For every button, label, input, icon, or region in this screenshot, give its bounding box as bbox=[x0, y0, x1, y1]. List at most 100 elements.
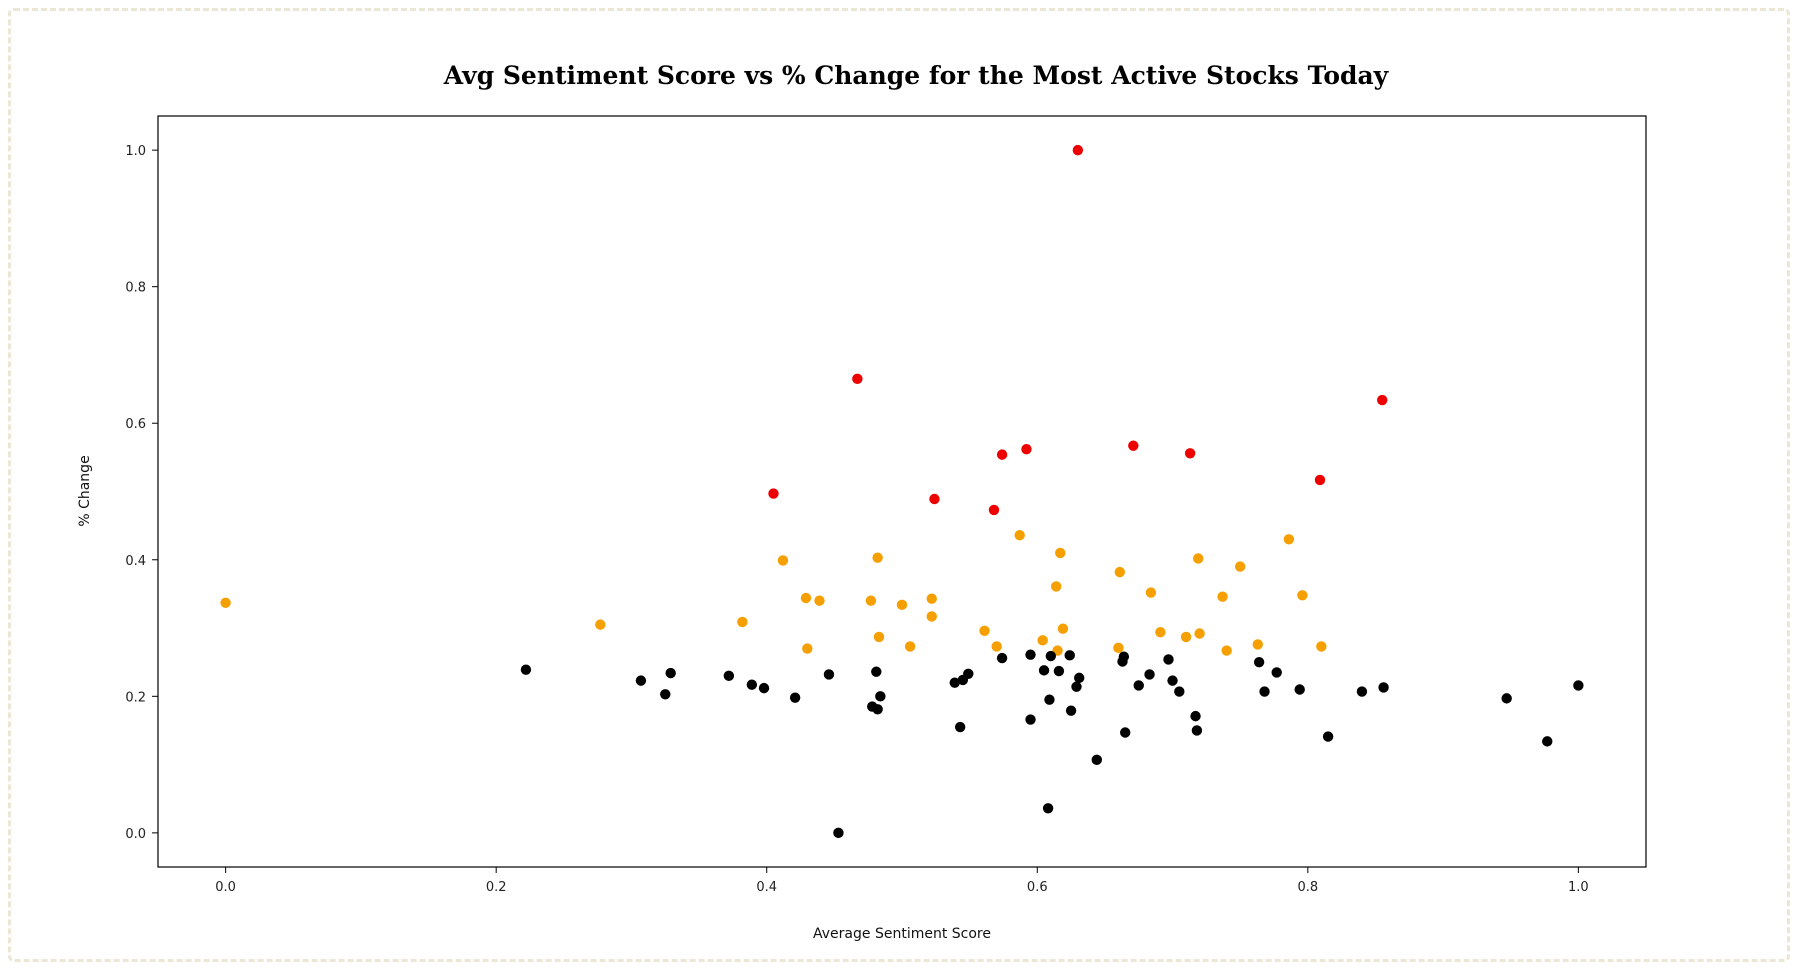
data-point-low bbox=[1163, 654, 1174, 665]
x-axis-ticks: 0.0 0.2 0.4 0.6 0.8 1.0 bbox=[215, 867, 1589, 895]
data-point-low bbox=[872, 704, 883, 715]
data-point-low bbox=[823, 669, 835, 680]
data-point-medium bbox=[1217, 591, 1228, 602]
data-point-low bbox=[871, 666, 882, 677]
x-tick-label: 0.4 bbox=[756, 880, 777, 895]
data-point-low bbox=[1074, 672, 1085, 684]
data-point-high bbox=[1128, 440, 1139, 451]
data-point-high bbox=[929, 493, 940, 505]
data-point-low bbox=[660, 689, 671, 700]
data-point-medium bbox=[1057, 623, 1069, 634]
data-point-low bbox=[1167, 675, 1178, 686]
data-point-medium bbox=[865, 595, 877, 606]
data-point-medium bbox=[595, 619, 606, 630]
data-point-medium bbox=[926, 611, 937, 622]
data-point-low bbox=[954, 721, 966, 733]
data-point-low bbox=[1271, 667, 1282, 678]
data-point-low bbox=[1042, 803, 1054, 814]
data-point-low bbox=[1133, 680, 1144, 691]
y-tick-label: 0.2 bbox=[125, 690, 146, 705]
data-point-low bbox=[1071, 681, 1082, 692]
data-point-low bbox=[665, 667, 676, 679]
data-point-medium bbox=[1297, 590, 1308, 601]
data-point-high bbox=[768, 488, 779, 499]
data-point-medium bbox=[814, 595, 825, 606]
data-points bbox=[220, 144, 1584, 839]
data-point-medium bbox=[1113, 642, 1124, 654]
x-tick-label: 1.0 bbox=[1568, 880, 1589, 895]
data-point-medium bbox=[1155, 626, 1166, 638]
data-point-medium bbox=[1055, 547, 1066, 559]
data-point-low bbox=[789, 692, 801, 703]
data-point-low bbox=[1038, 665, 1050, 676]
data-point-low bbox=[746, 679, 758, 690]
data-point-medium bbox=[896, 599, 908, 611]
data-point-medium bbox=[904, 641, 916, 652]
data-point-low bbox=[949, 677, 960, 688]
data-point-high bbox=[1021, 443, 1032, 455]
x-axis-label: Average Sentiment Score bbox=[813, 926, 991, 942]
data-point-low bbox=[1190, 710, 1201, 722]
data-point-high bbox=[996, 449, 1008, 460]
data-point-medium bbox=[777, 555, 789, 566]
data-point-medium bbox=[1114, 566, 1125, 578]
data-point-low bbox=[1053, 665, 1065, 677]
data-point-low bbox=[1091, 754, 1102, 766]
data-point-medium bbox=[1283, 534, 1295, 545]
data-point-low bbox=[1044, 694, 1055, 705]
data-point-medium bbox=[926, 593, 937, 604]
data-point-medium bbox=[1234, 561, 1246, 572]
data-point-low bbox=[1144, 669, 1155, 680]
data-point-low bbox=[1025, 714, 1036, 725]
data-point-medium bbox=[800, 592, 812, 604]
plot-area bbox=[157, 115, 1647, 868]
data-point-high bbox=[1377, 394, 1388, 406]
data-point-low bbox=[1191, 725, 1203, 736]
data-point-low bbox=[1378, 682, 1389, 693]
data-point-high bbox=[1072, 144, 1084, 156]
data-point-low bbox=[758, 682, 770, 694]
data-point-low bbox=[1120, 727, 1131, 738]
data-point-medium bbox=[979, 625, 990, 636]
data-point-medium bbox=[1180, 631, 1192, 643]
data-point-low bbox=[1065, 705, 1077, 716]
data-point-low bbox=[996, 652, 1008, 664]
y-tick-label: 1.0 bbox=[125, 144, 146, 159]
data-point-medium bbox=[991, 641, 1002, 652]
data-point-low bbox=[1573, 680, 1584, 691]
data-point-medium bbox=[737, 616, 748, 628]
data-point-low bbox=[1501, 693, 1512, 704]
y-tick-label: 0.0 bbox=[125, 827, 146, 842]
x-tick-label: 0.2 bbox=[486, 880, 507, 895]
data-point-medium bbox=[1051, 581, 1062, 592]
data-point-low bbox=[635, 675, 647, 686]
data-point-low bbox=[1025, 649, 1036, 660]
data-point-medium bbox=[872, 552, 883, 563]
data-point-low bbox=[875, 691, 886, 702]
data-point-medium bbox=[1037, 635, 1048, 646]
data-point-medium bbox=[802, 643, 813, 654]
data-point-medium bbox=[1014, 529, 1025, 541]
data-point-low bbox=[1174, 686, 1185, 697]
chart-title: Avg Sentiment Score vs % Change for the … bbox=[443, 61, 1390, 90]
data-point-low bbox=[1064, 650, 1075, 661]
data-point-medium bbox=[1316, 641, 1327, 652]
y-tick-label: 0.6 bbox=[125, 417, 146, 432]
data-point-low bbox=[1294, 684, 1305, 695]
data-point-high bbox=[1184, 448, 1196, 459]
data-point-medium bbox=[1194, 628, 1205, 639]
data-point-medium bbox=[873, 631, 885, 643]
y-tick-label: 0.4 bbox=[125, 554, 146, 569]
data-point-high bbox=[852, 373, 863, 385]
data-point-low bbox=[1322, 731, 1334, 742]
data-point-low bbox=[1356, 686, 1368, 697]
data-point-medium bbox=[1145, 587, 1157, 598]
data-point-medium bbox=[220, 597, 231, 608]
data-point-medium bbox=[1252, 639, 1263, 650]
data-point-low bbox=[1253, 656, 1265, 668]
y-axis-ticks: 0.0 0.2 0.4 0.6 0.8 1.0 bbox=[125, 144, 158, 842]
y-tick-label: 0.8 bbox=[125, 281, 146, 296]
data-point-medium bbox=[1193, 553, 1204, 564]
data-point-high bbox=[1314, 474, 1326, 486]
